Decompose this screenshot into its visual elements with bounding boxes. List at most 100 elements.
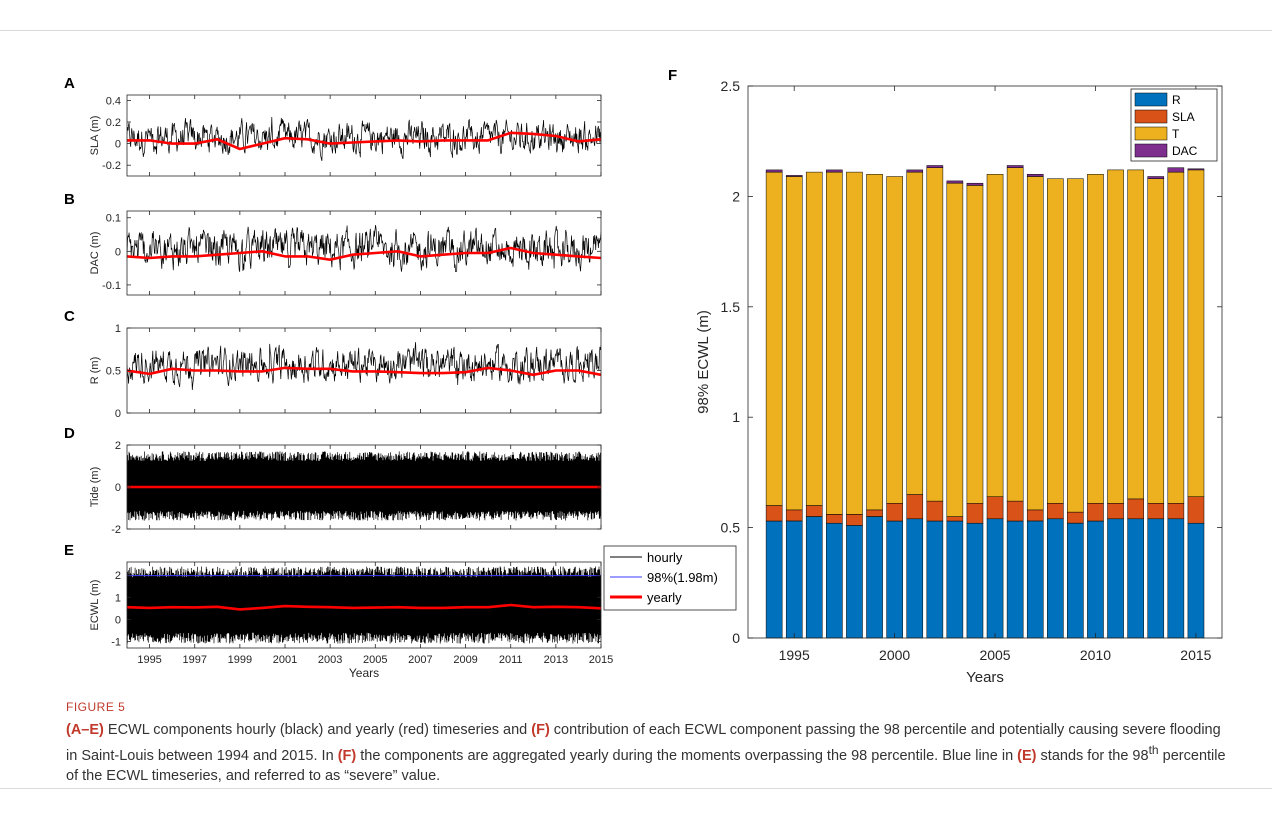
bar-t-2015 <box>1187 169 1205 497</box>
bar-r-2011 <box>1107 518 1124 639</box>
timeseries-panels: A -0.2 0 0.2 0.4 SLA (m) B -0.1 0 0.1 DAC (m) C 0 0.5… <box>64 75 737 680</box>
x-tick-label: 2009 <box>453 654 477 666</box>
bar-r-1999 <box>866 516 883 639</box>
x-axis-label: Years <box>966 669 1004 686</box>
bar-r-2000 <box>886 520 903 639</box>
bar-r-2007 <box>1026 520 1044 639</box>
y-tick-label: 0.1 <box>106 213 121 225</box>
axes-frame <box>126 210 602 296</box>
x-tick-label: 2007 <box>408 654 432 666</box>
bar-r-2010 <box>1087 520 1104 639</box>
y-tick-label: 1 <box>115 323 121 335</box>
caption-panel-ref: (F) <box>337 747 357 764</box>
bar-sla-2012 <box>1127 498 1144 520</box>
x-tick-label: 2011 <box>499 654 523 666</box>
hourly-series-line <box>127 225 601 273</box>
bar-r-1998 <box>846 525 863 639</box>
hourly-series-line <box>127 116 601 161</box>
bar-sla-2015 <box>1187 496 1205 524</box>
bar-sla-2008 <box>1047 503 1064 520</box>
x-tick-label: 1995 <box>779 647 810 663</box>
legend-label: yearly <box>647 590 682 605</box>
x-tick-label: 2013 <box>544 654 568 666</box>
y-axis-label: Tide (m) <box>89 467 101 508</box>
bar-sla-2014 <box>1167 503 1185 520</box>
bar-dac-2015 <box>1187 168 1205 171</box>
bar-sla-2000 <box>886 503 903 522</box>
y-tick-label: 0 <box>732 630 740 646</box>
bar-r-2005 <box>986 518 1004 639</box>
bar-r-2006 <box>1006 520 1024 639</box>
legend-label: SLA <box>1172 110 1195 124</box>
bar-sla-2006 <box>1006 500 1024 522</box>
y-axis-label: R (m) <box>89 357 101 385</box>
bar-r-2003 <box>946 520 964 639</box>
yearly-series-line <box>126 366 602 377</box>
legend: hourly 98%(1.98m) yearly <box>603 545 737 611</box>
caption-panel-ref: (A–E) <box>66 722 104 738</box>
bar-sla-2004 <box>966 503 984 524</box>
legend-label: DAC <box>1172 144 1198 158</box>
x-tick-label: 2005 <box>979 647 1010 663</box>
legend-label: 98%(1.98m) <box>647 570 718 585</box>
bar-dac-2004 <box>966 182 984 186</box>
legend-swatch-t <box>1134 126 1168 141</box>
y-tick-label: 0.4 <box>106 95 121 107</box>
bar-sla-1996 <box>805 505 823 517</box>
x-tick-label: 2000 <box>879 647 910 663</box>
bar-r-2009 <box>1067 522 1084 639</box>
bar-t-2011 <box>1107 169 1124 504</box>
bar-dac-2003 <box>946 180 964 184</box>
panel-a: A -0.2 0 0.2 0.4 SLA (m) <box>64 75 602 177</box>
y-tick-label: 2 <box>115 440 121 452</box>
x-tick-label: 2015 <box>1180 647 1211 663</box>
x-tick-label: 1999 <box>228 654 252 666</box>
caption-panel-ref: (E) <box>1017 747 1037 764</box>
bar-dac-2013 <box>1147 176 1165 179</box>
bar-t-1997 <box>826 171 843 515</box>
bar-t-2002 <box>926 167 944 502</box>
legend: R SLA T DAC <box>1130 88 1218 162</box>
bar-r-2004 <box>966 522 984 639</box>
bar-t-1994 <box>765 171 783 506</box>
bar-t-2009 <box>1067 178 1084 513</box>
panel-e: E -1 0 1 2 1995 1997 1999 2001 2003 2005 2007 2009 20… <box>64 542 737 680</box>
bar-sla-2013 <box>1147 503 1165 520</box>
bar-r-1995 <box>785 520 803 639</box>
bar-r-1997 <box>826 522 843 639</box>
bar-t-2005 <box>986 174 1004 497</box>
y-tick-label: 1.5 <box>721 299 741 315</box>
bar-sla-1997 <box>826 514 843 524</box>
bar-t-2012 <box>1127 169 1144 500</box>
bar-r-2014 <box>1167 518 1185 639</box>
panel-letter: A <box>64 75 75 92</box>
panel-b: B -0.1 0 0.1 DAC (m) <box>64 191 602 296</box>
y-tick-label: 0 <box>115 614 121 626</box>
bar-t-2008 <box>1047 178 1064 504</box>
bar-sla-2001 <box>906 494 924 520</box>
bar-r-2001 <box>906 518 924 639</box>
y-tick-label: 0 <box>115 482 121 494</box>
panel-letter: D <box>64 425 75 442</box>
x-tick-label: 2003 <box>318 654 342 666</box>
bar-sla-2010 <box>1087 503 1104 522</box>
bar-t-2004 <box>966 185 984 504</box>
bar-sla-2003 <box>946 516 964 522</box>
y-tick-label: 0 <box>115 408 121 420</box>
bar-r-2008 <box>1047 518 1064 639</box>
yearly-series-line <box>126 603 602 611</box>
hourly-series-line <box>127 566 601 644</box>
bar-t-2007 <box>1026 176 1044 511</box>
yearly-series-line <box>127 131 602 151</box>
caption-fragment: stands for the 98 <box>1036 747 1149 764</box>
legend-label: hourly <box>647 550 683 565</box>
bar-r-1994 <box>765 520 783 639</box>
bar-r-2013 <box>1147 518 1165 639</box>
panel-letter: F <box>668 67 677 84</box>
y-tick-label: 1 <box>115 592 121 604</box>
bar-sla-2011 <box>1107 503 1124 520</box>
panel-f-stacked-bar-chart: F 0 0.5 1 1.5 2 2.5 1995 2000 2005 2010 2015 Years 98… <box>668 67 1223 686</box>
y-tick-label: 2 <box>732 188 740 204</box>
axes-frame <box>126 94 602 177</box>
